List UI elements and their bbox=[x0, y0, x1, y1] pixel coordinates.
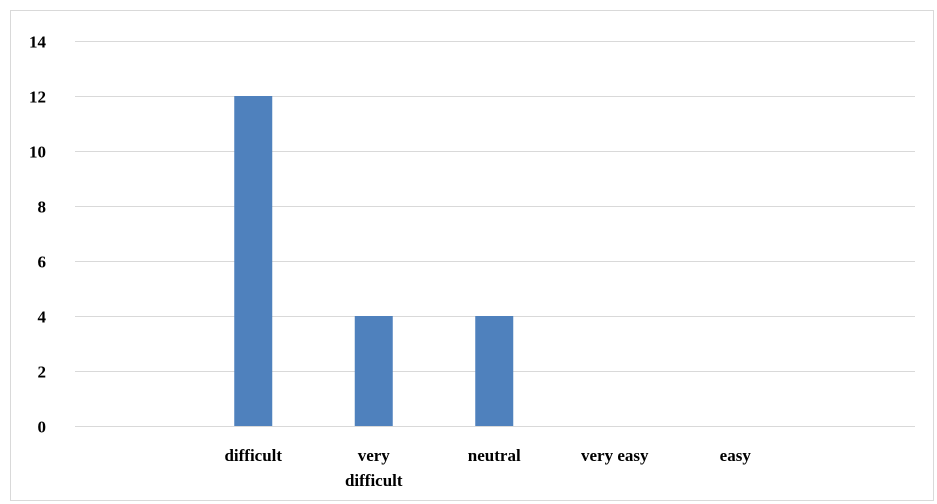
y-tick-label-6: 6 bbox=[38, 253, 47, 272]
x-tick-label-difficult: difficult bbox=[224, 446, 282, 465]
bar-difficult bbox=[234, 96, 273, 426]
x-tick-label-very-easy: very easy bbox=[581, 446, 649, 465]
bars bbox=[234, 96, 514, 426]
chart-frame bbox=[10, 10, 934, 501]
y-axis-ticks: 0 2 4 6 8 10 12 14 bbox=[29, 33, 47, 437]
x-tick-label-neutral: neutral bbox=[468, 446, 521, 465]
x-tick-label-easy: easy bbox=[720, 446, 752, 465]
y-tick-label-14: 14 bbox=[29, 33, 47, 52]
y-tick-label-2: 2 bbox=[38, 363, 47, 382]
y-tick-label-12: 12 bbox=[29, 88, 46, 107]
y-tick-label-4: 4 bbox=[38, 308, 47, 327]
x-axis-ticks: difficult very difficult neutral very easy ea… bbox=[224, 446, 751, 490]
y-tick-label-8: 8 bbox=[38, 198, 47, 217]
y-tick-label-0: 0 bbox=[38, 418, 47, 437]
bar-neutral bbox=[475, 316, 514, 426]
gridlines bbox=[75, 41, 915, 427]
bar-very-difficult bbox=[354, 316, 393, 426]
y-tick-label-10: 10 bbox=[29, 143, 46, 162]
x-tick-label-very-difficult: very difficult bbox=[345, 446, 403, 490]
